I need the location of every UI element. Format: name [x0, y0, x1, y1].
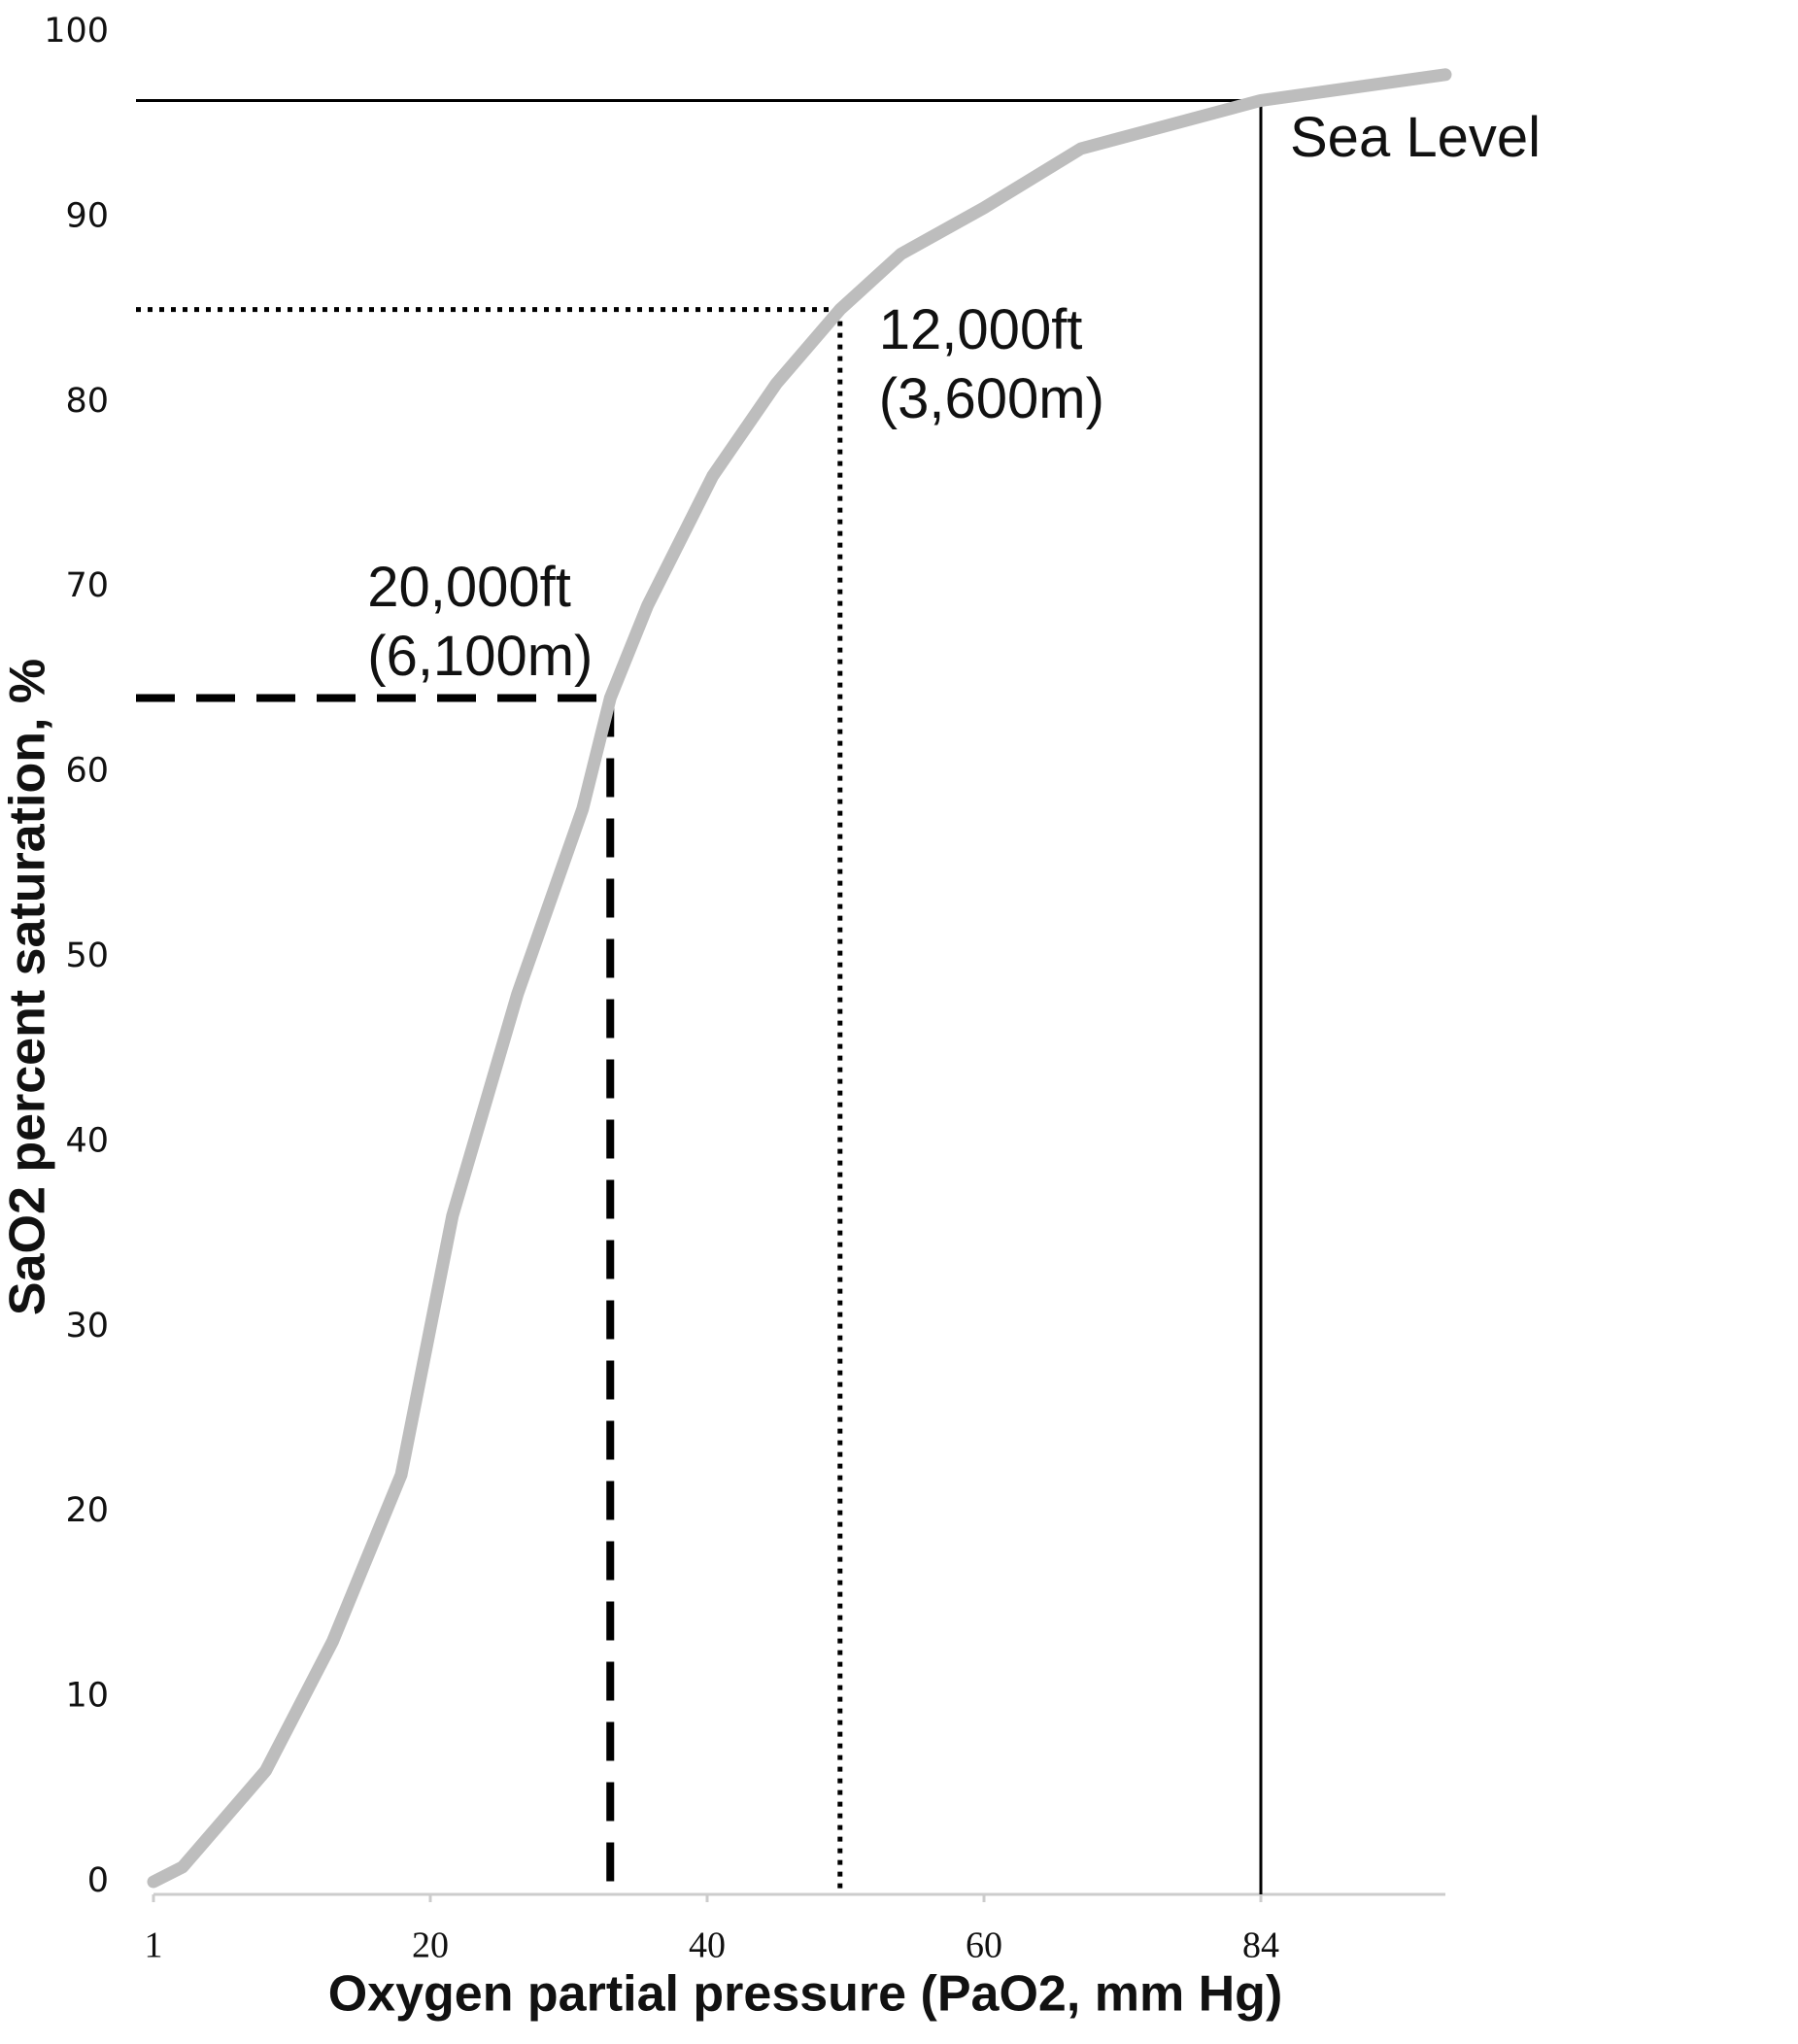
y-tick-label: 90 — [65, 196, 109, 235]
curve — [147, 68, 1452, 1889]
y-tick-label: 10 — [65, 1677, 109, 1716]
x-tick-label: 60 — [966, 1925, 1002, 1966]
x-axis-label: Oxygen partial pressure (PaO2, mm Hg) — [328, 1966, 1283, 2023]
y-tick-label: 70 — [65, 566, 109, 605]
y-tick-label: 100 — [44, 12, 109, 51]
x-tick-label: 84 — [1242, 1925, 1279, 1966]
y-tick-label: 50 — [65, 937, 109, 975]
y-tick-label: 60 — [65, 752, 109, 791]
x-tick-label: 20 — [412, 1925, 449, 1966]
y-tick-label: 30 — [65, 1307, 109, 1346]
y-tick-label: 80 — [65, 382, 109, 421]
marker-label: (6,100m) — [367, 625, 593, 688]
y-tick-label: 20 — [65, 1491, 109, 1530]
y-tick-label: 40 — [65, 1121, 109, 1160]
x-tick-label: 1 — [145, 1925, 163, 1966]
y-tick-label: 0 — [87, 1861, 109, 1900]
y-axis-label: SaO2 percent saturation, % — [0, 659, 56, 1315]
x-tick-label: 40 — [689, 1925, 726, 1966]
marker-label: 12,000ft — [879, 298, 1083, 361]
marker-label: 20,000ft — [367, 556, 571, 619]
marker-label: Sea Level — [1290, 106, 1541, 169]
marker-label: (3,600m) — [879, 367, 1104, 430]
